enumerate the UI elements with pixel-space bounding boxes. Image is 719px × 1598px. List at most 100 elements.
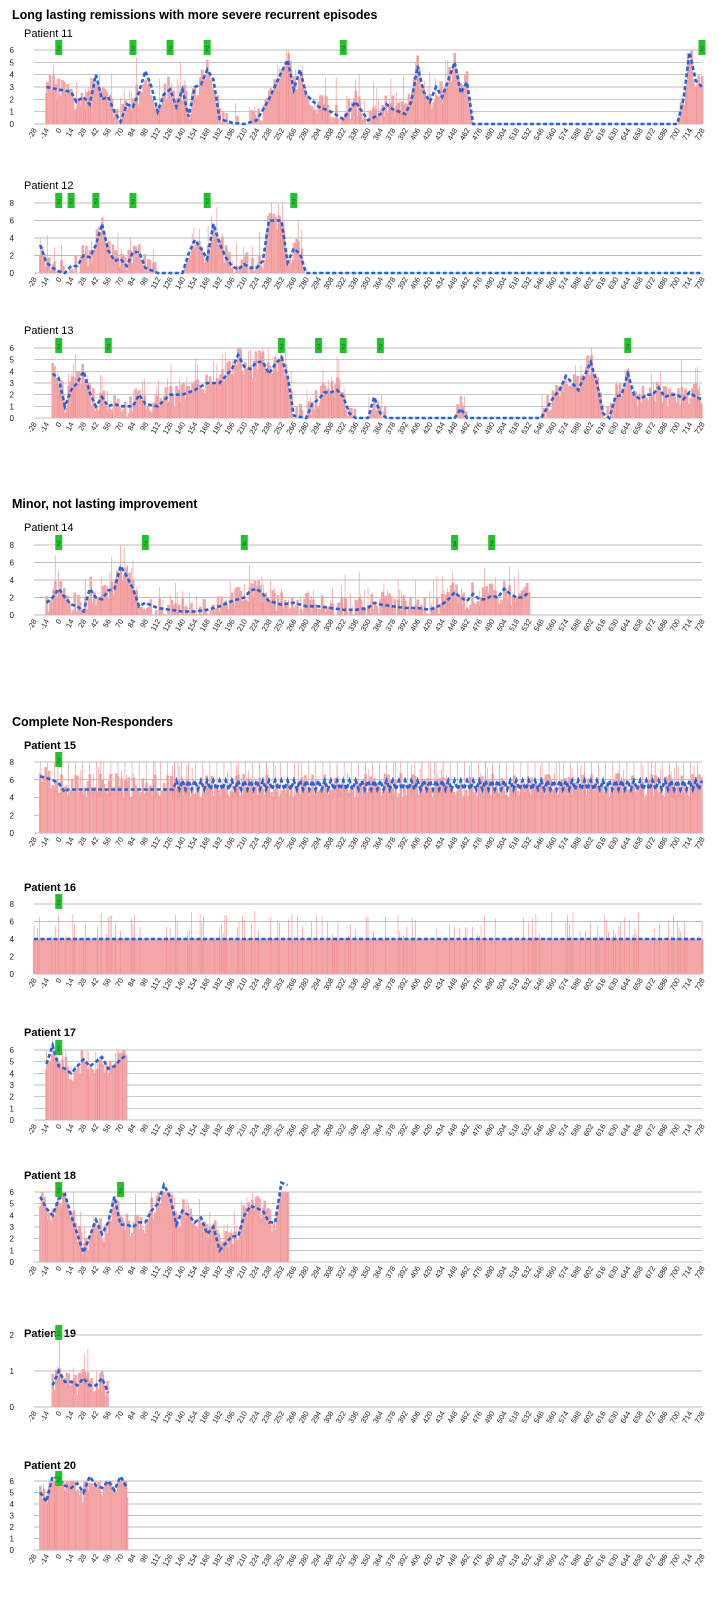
bar [108, 241, 111, 273]
bar [107, 101, 110, 124]
bar [40, 1498, 44, 1550]
bar [654, 401, 657, 418]
bar [222, 381, 226, 418]
bar [81, 363, 85, 418]
bar-group [45, 1050, 128, 1120]
y-tick-label: 6 [10, 46, 15, 55]
bar [253, 580, 257, 615]
y-tick-label: 2 [10, 1235, 15, 1244]
bar [161, 939, 165, 974]
x-tick-label: 280 [297, 127, 311, 142]
bar [688, 939, 692, 974]
bar [110, 1065, 114, 1120]
bar [636, 797, 639, 833]
bar [113, 395, 116, 418]
y-tick-label: 0 [10, 269, 15, 278]
bar [94, 84, 98, 124]
bar [39, 939, 43, 974]
bar [122, 409, 125, 418]
bar [267, 939, 271, 974]
x-tick-label: 644 [618, 1410, 632, 1425]
bar [155, 1195, 159, 1262]
y-tick-label: 6 [10, 344, 15, 353]
bar [500, 797, 503, 833]
bar [298, 797, 302, 833]
x-tick-label: 532 [519, 1265, 533, 1280]
bar [521, 797, 525, 833]
bar [274, 797, 277, 833]
y-tick-label: 0 [10, 829, 15, 838]
bar [211, 88, 214, 124]
bar [504, 589, 508, 615]
bar [238, 348, 242, 418]
x-tick-label: 140 [173, 977, 187, 992]
treatment-marker [141, 535, 149, 550]
bar [299, 939, 303, 974]
bar [234, 939, 237, 974]
bar [138, 607, 142, 615]
x-tick-label: 504 [495, 1410, 509, 1425]
bar [508, 939, 511, 974]
bar [490, 583, 494, 615]
x-tick-label: 658 [631, 1123, 645, 1138]
x-tick-label: 546 [532, 836, 546, 851]
x-tick-label: 182 [210, 1553, 224, 1568]
x-tick-label: 280 [297, 421, 311, 436]
bar [453, 52, 457, 125]
bar [192, 797, 196, 833]
bar [88, 382, 92, 418]
bar [114, 580, 117, 615]
bar [113, 250, 116, 273]
bar [341, 797, 344, 833]
bar [69, 1481, 72, 1550]
bar [336, 118, 340, 124]
bar [137, 939, 140, 974]
bar [361, 939, 365, 974]
bar [124, 567, 128, 615]
bar [622, 387, 625, 418]
x-tick-label: 322 [334, 1410, 348, 1425]
x-tick-label: -28 [26, 836, 39, 850]
bar [518, 593, 522, 615]
bar [320, 385, 323, 418]
x-tick-label: 364 [371, 1553, 385, 1568]
bar [645, 797, 648, 833]
x-tick-label: 574 [557, 276, 571, 291]
bar [620, 395, 624, 418]
bar [62, 587, 66, 615]
x-tick-label: 574 [557, 836, 571, 851]
x-tick-label: 280 [297, 836, 311, 851]
bar [274, 216, 277, 273]
y-tick-label: 6 [10, 918, 15, 927]
x-tick-label: 42 [89, 977, 101, 989]
bar [162, 1192, 166, 1262]
bar [89, 1063, 93, 1120]
x-tick-label: 378 [383, 618, 397, 633]
x-tick-label: 42 [89, 421, 101, 433]
bar [132, 245, 136, 273]
bar [68, 89, 71, 124]
bar [209, 79, 213, 124]
x-tick-label: 154 [185, 1123, 199, 1138]
bar [85, 1238, 88, 1262]
x-tick-label: 238 [260, 421, 274, 436]
bar [395, 939, 398, 974]
x-tick-label: 364 [371, 977, 385, 992]
bar [61, 80, 64, 124]
bar [97, 1389, 101, 1407]
bar [475, 797, 479, 833]
y-tick-label: 0 [10, 1403, 15, 1412]
x-tick-label: 154 [185, 1553, 199, 1568]
x-tick-label: 126 [161, 618, 175, 633]
bar [237, 1239, 240, 1262]
bar [419, 797, 422, 833]
x-tick-label: 140 [173, 1123, 187, 1138]
bar [425, 939, 428, 974]
bar [190, 602, 193, 615]
bar [150, 797, 154, 833]
treatment-marker-label: 2 [57, 199, 61, 206]
x-tick-label: 126 [161, 1410, 175, 1425]
x-tick-label: 224 [247, 618, 261, 633]
bar [514, 797, 518, 833]
bar [263, 1200, 267, 1262]
